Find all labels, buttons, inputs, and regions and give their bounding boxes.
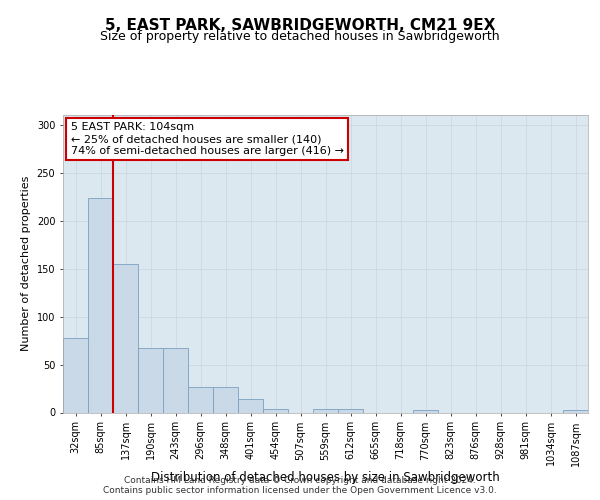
Bar [238,399,263,412]
Y-axis label: Number of detached properties: Number of detached properties [21,176,31,352]
Text: 5, EAST PARK, SAWBRIDGEWORTH, CM21 9EX: 5, EAST PARK, SAWBRIDGEWORTH, CM21 9EX [105,18,495,33]
Bar [263,408,288,412]
Bar [138,348,163,412]
Text: Size of property relative to detached houses in Sawbridgeworth: Size of property relative to detached ho… [100,30,500,43]
Bar [413,410,438,412]
Text: 5 EAST PARK: 104sqm
← 25% of detached houses are smaller (140)
74% of semi-detac: 5 EAST PARK: 104sqm ← 25% of detached ho… [71,122,344,156]
Bar [338,408,363,412]
Bar [63,338,88,412]
Bar [188,386,213,412]
Bar [113,264,138,412]
Bar [313,408,338,412]
Bar [563,410,588,412]
Text: Contains HM Land Registry data © Crown copyright and database right 2024.
Contai: Contains HM Land Registry data © Crown c… [103,476,497,495]
Bar [213,386,238,412]
Bar [163,348,188,412]
X-axis label: Distribution of detached houses by size in Sawbridgeworth: Distribution of detached houses by size … [151,471,500,484]
Bar [88,198,113,412]
